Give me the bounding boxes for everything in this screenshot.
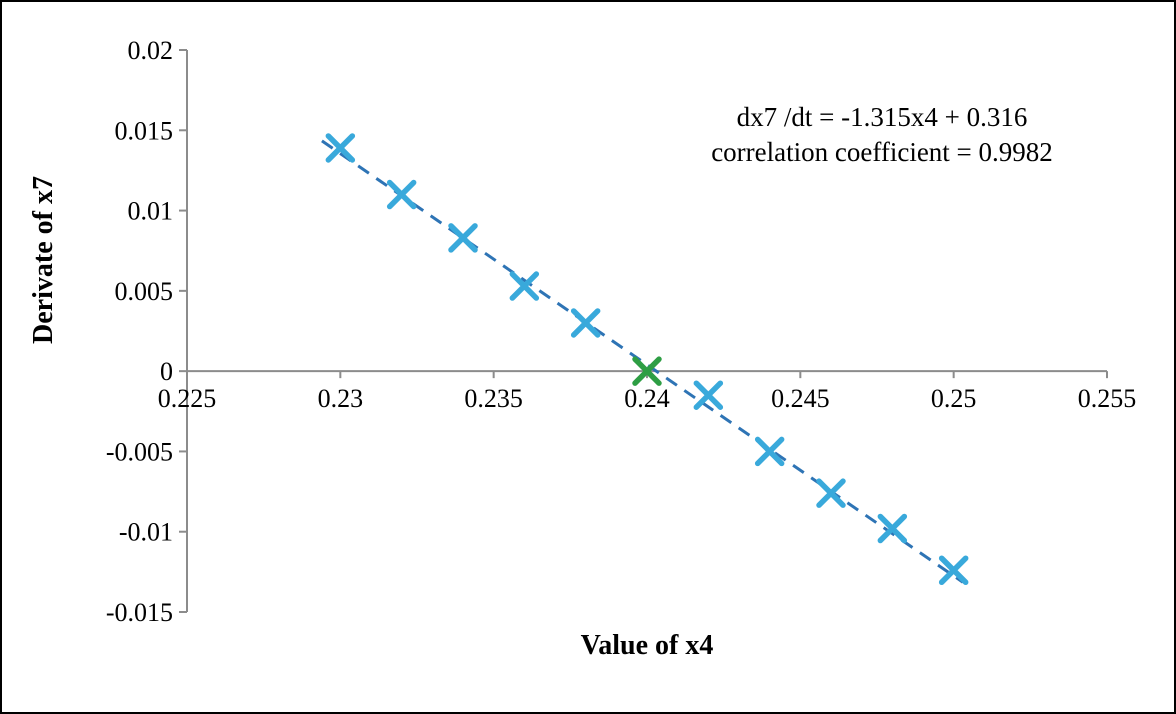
data-point-marker [877, 513, 908, 544]
x-tick-label: 0.245 [771, 384, 830, 413]
data-point-marker [325, 133, 356, 163]
data-point-marker [816, 478, 846, 508]
y-tick-label: 0.015 [115, 116, 174, 145]
y-tick-label: 0.01 [128, 197, 174, 226]
y-tick-label: 0.02 [128, 36, 174, 65]
data-point-marker [386, 179, 417, 210]
y-tick-label: 0.005 [115, 277, 174, 306]
data-point-marker [693, 380, 724, 410]
correlation-coefficient-label: correlation coefficient = 0.9982 [711, 137, 1053, 168]
y-tick-label: -0.005 [106, 437, 173, 466]
x-tick-label: 0.24 [624, 384, 670, 413]
x-tick-label: 0.235 [464, 384, 523, 413]
trendline-annotation: dx7 /dt = -1.315x4 + 0.316 correlation c… [672, 100, 1092, 170]
y-tick-label: -0.01 [119, 518, 173, 547]
data-point-marker [938, 555, 969, 586]
x-tick-label: 0.23 [318, 384, 364, 413]
data-point-marker [570, 308, 601, 338]
trendline [321, 139, 964, 584]
y-tick-label: -0.015 [106, 598, 173, 627]
trendline-equation: dx7 /dt = -1.315x4 + 0.316 [736, 102, 1028, 132]
data-point-marker [509, 271, 540, 301]
data-point-marker [754, 436, 785, 467]
data-point-marker [448, 223, 478, 253]
x-tick-label: 0.25 [931, 384, 977, 413]
y-tick-label: 0 [160, 357, 173, 386]
x-tick-label: 0.225 [158, 384, 217, 413]
x-axis-title: Value of x4 [580, 630, 714, 661]
y-axis-title: Derivate of x7 [28, 176, 59, 344]
equilibrium-marker [632, 356, 662, 386]
x-tick-label: 0.255 [1078, 384, 1137, 413]
